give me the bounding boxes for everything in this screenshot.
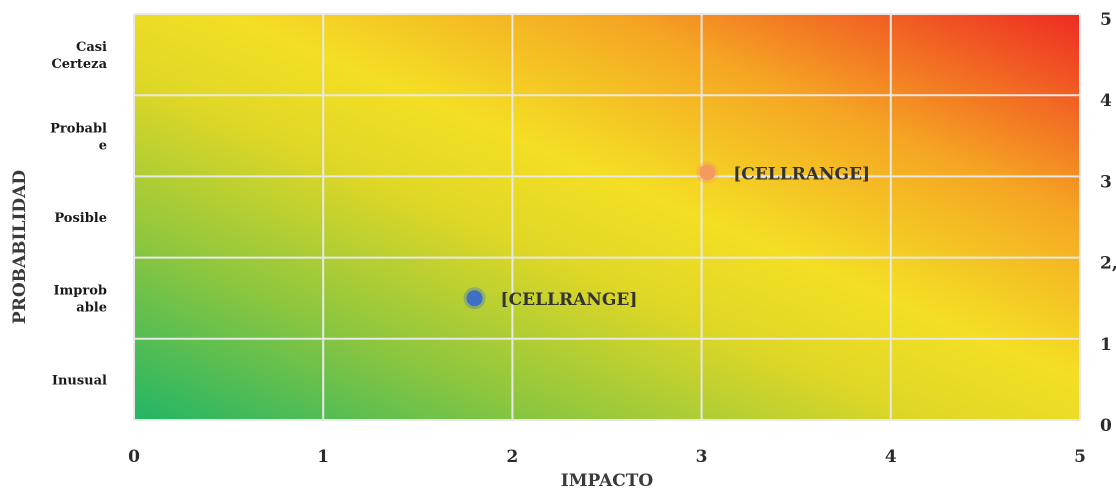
data-points: [CELLRANGE] [CELLRANGE] — [463, 161, 870, 310]
y-axis-category-labels: Inusual Improb able Posible Probabl e Casi Cert… — [50, 40, 107, 388]
y-category-label: Certeza — [51, 57, 107, 72]
y-tick-label-right: 2, — [1100, 254, 1116, 274]
y-tick-label-right: 3 — [1100, 172, 1112, 192]
y-category-label: Improb — [53, 284, 107, 299]
y-tick-label-right: 5 — [1100, 10, 1112, 30]
data-point-label: [CELLRANGE] — [501, 290, 638, 310]
y-category-label: able — [76, 301, 107, 316]
y-axis-title: PROBABILIDAD — [10, 170, 30, 324]
data-point — [466, 290, 483, 307]
x-tick-label: 2 — [506, 447, 518, 467]
y-category-label: Casi — [76, 40, 107, 55]
y-tick-label-right: 1 — [1100, 335, 1112, 355]
y-category-label: Posible — [54, 211, 107, 226]
x-tick-label: 0 — [128, 447, 140, 467]
x-tick-label: 5 — [1074, 447, 1086, 467]
x-axis-title: IMPACTO — [561, 471, 654, 491]
x-tick-label: 4 — [885, 447, 897, 467]
data-point-label: [CELLRANGE] — [733, 164, 870, 184]
grid-lines — [133, 13, 1081, 421]
x-tick-label: 3 — [696, 447, 708, 467]
y-category-label: Probabl — [50, 121, 107, 136]
x-axis-ticks: 0 1 2 3 4 5 — [128, 447, 1086, 467]
x-tick-label: 1 — [317, 447, 329, 467]
y-category-label: Inusual — [52, 373, 107, 388]
data-point — [699, 164, 716, 181]
plot-area-background — [134, 14, 1080, 420]
y-axis-right-ticks: 0 1 2, 3 4 5 — [1100, 10, 1116, 436]
y-tick-label-right: 4 — [1100, 91, 1112, 111]
y-tick-label-right: 0 — [1100, 416, 1112, 436]
y-category-label: e — [99, 138, 107, 153]
